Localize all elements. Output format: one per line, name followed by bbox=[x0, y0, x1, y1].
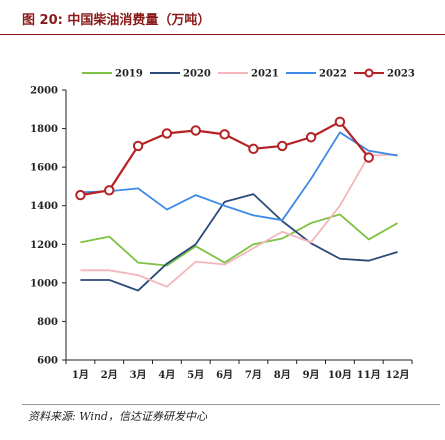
y-tick-label: 1600 bbox=[30, 163, 58, 174]
series-lines bbox=[75, 116, 399, 292]
x-tick-label: 10月 bbox=[328, 369, 352, 381]
series-line-2021 bbox=[80, 153, 398, 288]
data-point-2023 bbox=[305, 132, 317, 143]
data-point-2023 bbox=[334, 116, 346, 128]
x-tick-label: 12月 bbox=[386, 369, 410, 381]
source-divider bbox=[22, 404, 440, 405]
x-tick-label: 3月 bbox=[130, 369, 147, 381]
y-tick-label: 1800 bbox=[30, 124, 58, 135]
data-point-2023 bbox=[363, 152, 374, 163]
legend-label-2020: 2020 bbox=[183, 69, 211, 80]
x-tick-label: 9月 bbox=[303, 369, 320, 381]
source-note: 资料来源: Wind，信达证券研发中心 bbox=[28, 410, 207, 423]
data-point-2023 bbox=[132, 140, 144, 152]
data-point-2023 bbox=[248, 143, 259, 155]
legend-label-2023: 2023 bbox=[387, 69, 415, 80]
data-point-2023 bbox=[75, 189, 86, 201]
legend-marker-2023 bbox=[364, 68, 374, 78]
x-tick-label: 8月 bbox=[274, 369, 291, 381]
series-line-2019 bbox=[80, 213, 399, 267]
data-point-2023 bbox=[190, 125, 201, 136]
x-tick-label: 2月 bbox=[101, 369, 118, 381]
data-point-2023 bbox=[161, 128, 173, 139]
data-point-2023 bbox=[277, 140, 288, 152]
series-line-2022 bbox=[80, 131, 398, 222]
y-tick-label: 1000 bbox=[30, 278, 58, 289]
y-tick-label: 1400 bbox=[30, 201, 58, 212]
data-point-2023 bbox=[219, 129, 230, 140]
series-line-2020 bbox=[80, 193, 398, 292]
x-tick-label: 11月 bbox=[357, 369, 381, 381]
y-tick-label: 1200 bbox=[30, 240, 58, 251]
legend: 2019 2020 2021 2022 2023 bbox=[82, 68, 415, 80]
axes: 600 800 1000 1200 1400 1600 1800 2000 1月 2月 3月 4月 5月… bbox=[30, 86, 413, 381]
figure-title: 图 20: 中国柴油消费量（万吨） bbox=[22, 13, 211, 28]
legend-label-2019: 2019 bbox=[115, 69, 143, 80]
legend-label-2021: 2021 bbox=[251, 69, 279, 80]
x-tick-label: 4月 bbox=[158, 369, 175, 381]
data-point-2023 bbox=[104, 185, 115, 196]
x-tick-label: 1月 bbox=[72, 369, 89, 381]
title-bar: 图 20: 中国柴油消费量（万吨） bbox=[0, 0, 445, 35]
x-tick-label: 7月 bbox=[245, 369, 262, 381]
y-tick-label: 2000 bbox=[30, 86, 58, 97]
y-tick-label: 600 bbox=[37, 356, 58, 367]
diesel-consumption-chart: 2019 2020 2021 2022 2023 600 800 1000 1200 1400 1… bbox=[30, 68, 415, 381]
x-tick-label: 5月 bbox=[187, 369, 204, 381]
x-tick-label: 6月 bbox=[216, 369, 233, 381]
y-tick-label: 800 bbox=[37, 317, 58, 328]
legend-label-2022: 2022 bbox=[319, 69, 347, 80]
